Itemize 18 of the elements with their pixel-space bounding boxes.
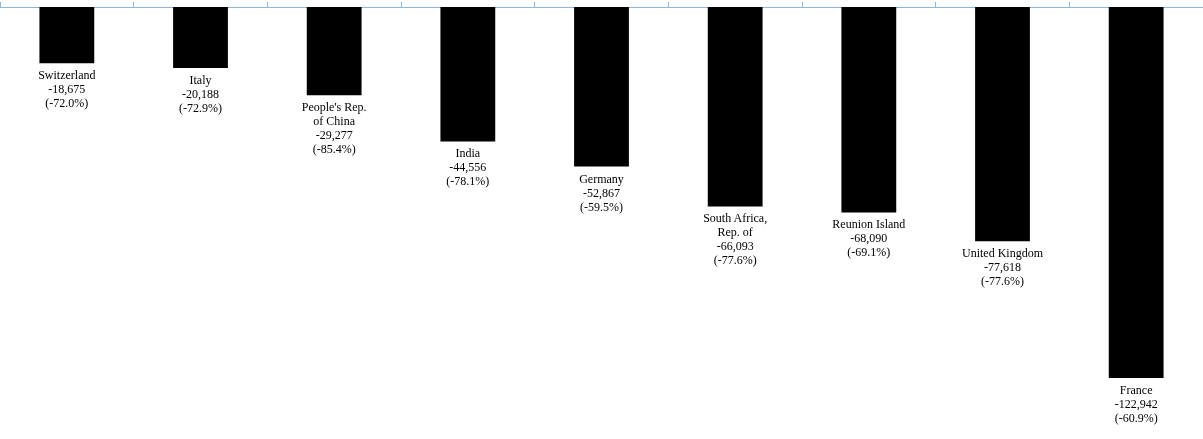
x-tick-label: South Africa, Rep. of: [703, 211, 768, 240]
data-label: -77,618 (-77.6%): [981, 260, 1024, 289]
x-tick-label: Reunion Island: [832, 217, 906, 232]
x-tick-label: India: [455, 146, 481, 161]
x-tick-label: France: [1119, 383, 1153, 397]
data-label: -20,188 (-72.9%): [179, 86, 222, 115]
data-label: -66,093 (-77.6%): [713, 239, 757, 268]
x-tick-label: Switzerland: [38, 68, 96, 83]
x-tick-label: Germany: [579, 171, 624, 186]
data-label: -44,556 (-78.1%): [446, 160, 490, 189]
data-label: -29,277 (-85.4%): [312, 128, 356, 157]
data-label: -122,942 (-60.9%): [1114, 397, 1158, 425]
data-label: -18,675 (-72.0%): [45, 82, 89, 111]
data-label: -68,090 (-69.1%): [847, 231, 891, 260]
data-label: -52,867 (-59.5%): [580, 185, 623, 214]
x-tick-label: United Kingdom: [962, 246, 1044, 261]
x-tick-label: People's Rep. of China: [301, 100, 367, 129]
x-tick-label: Italy: [189, 72, 212, 87]
